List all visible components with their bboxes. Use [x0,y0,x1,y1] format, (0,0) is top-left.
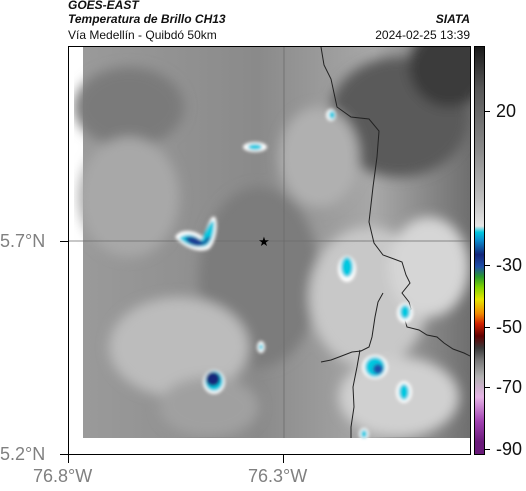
border-line [350,349,361,438]
colorbar-label-minus50: -50 [496,317,523,337]
colorbar-tick [485,111,490,112]
border-line [320,47,470,357]
colorbar-tick [485,449,490,450]
colorbar-tick [485,387,490,388]
location-star-icon: ★ [258,235,270,250]
lat-tick [60,454,68,455]
cold-cloud-cells [175,109,413,440]
border-line [320,292,384,363]
colorbar-label-minus90: -90 [496,439,523,459]
colorbar-tick [485,327,490,328]
lon-label-left: 76.8°W [33,466,93,486]
colorbar-tick [485,265,490,266]
colorbar-label-minus30: -30 [496,255,523,275]
product-title: Temperatura de Brillo CH13 [68,12,226,26]
lat-label-top: 5.7°N [0,231,46,251]
colorbar-label-minus70: -70 [496,377,523,397]
lon-label-right: 76.3°W [248,466,308,486]
colorbar [474,46,485,455]
lat-tick [60,241,68,242]
satellite-name: GOES-EAST [68,0,139,12]
colorbar-label-20: 20 [496,101,517,121]
map-panel[interactable]: ★ [68,46,471,455]
datetime-label: 2024-02-25 13:39 [375,28,470,42]
lat-label-bottom: 5.2°N [0,444,46,464]
route-label: Vía Medellín - Quibdó 50km [68,28,217,42]
lon-tick [68,455,69,463]
brightness-temperature-map: ★ [69,47,470,454]
lon-tick [283,455,284,463]
org-label: SIATA [435,12,470,26]
